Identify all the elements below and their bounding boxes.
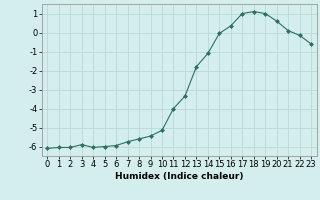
X-axis label: Humidex (Indice chaleur): Humidex (Indice chaleur) [115, 172, 244, 181]
